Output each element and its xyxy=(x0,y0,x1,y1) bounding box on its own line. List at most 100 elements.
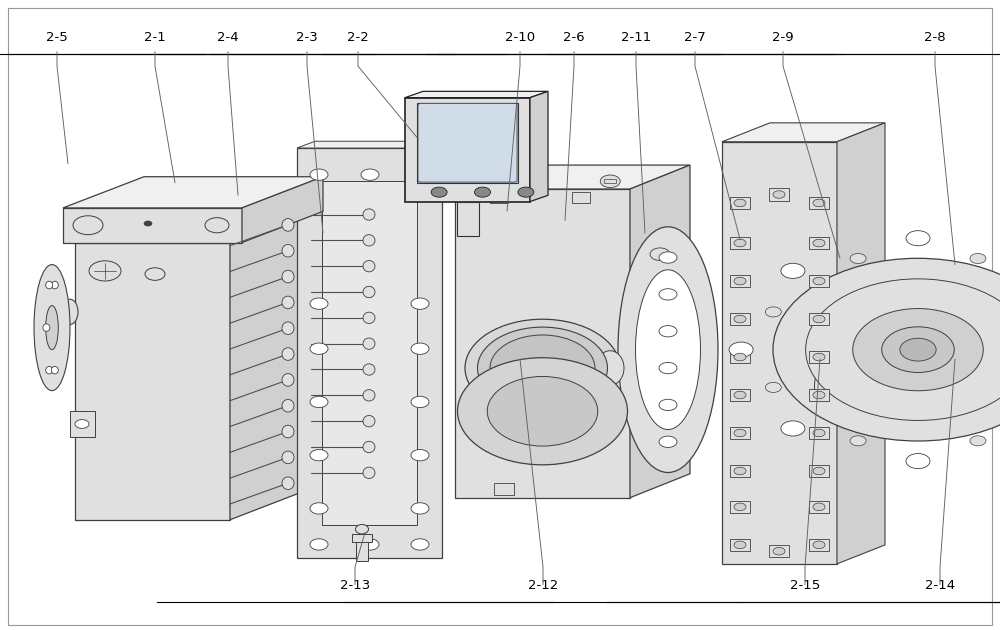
Text: 2-10: 2-10 xyxy=(505,31,535,44)
Circle shape xyxy=(518,187,534,197)
Bar xyxy=(809,539,829,551)
Bar xyxy=(730,465,750,478)
Polygon shape xyxy=(75,243,230,520)
Ellipse shape xyxy=(282,451,294,464)
Circle shape xyxy=(729,342,753,357)
Circle shape xyxy=(906,454,930,469)
Bar xyxy=(730,197,750,209)
Ellipse shape xyxy=(356,524,368,534)
Bar xyxy=(456,202,479,236)
Circle shape xyxy=(659,289,677,300)
Ellipse shape xyxy=(487,377,598,446)
Text: 2-8: 2-8 xyxy=(924,31,946,44)
Bar xyxy=(769,188,789,201)
Ellipse shape xyxy=(363,467,375,479)
Circle shape xyxy=(773,191,785,198)
Ellipse shape xyxy=(363,364,375,375)
Bar xyxy=(322,181,417,525)
Circle shape xyxy=(850,436,866,446)
Circle shape xyxy=(734,429,746,437)
Circle shape xyxy=(310,298,328,309)
Ellipse shape xyxy=(363,209,375,220)
Text: 2-13: 2-13 xyxy=(340,579,370,592)
Circle shape xyxy=(970,253,986,263)
Bar xyxy=(809,351,829,364)
Circle shape xyxy=(813,467,825,475)
Bar xyxy=(730,312,750,325)
Circle shape xyxy=(734,467,746,475)
Circle shape xyxy=(813,429,825,437)
Circle shape xyxy=(659,399,677,411)
Polygon shape xyxy=(530,91,548,202)
Polygon shape xyxy=(63,176,323,208)
Circle shape xyxy=(411,343,429,354)
Bar xyxy=(494,483,514,495)
Bar xyxy=(70,411,95,437)
Circle shape xyxy=(310,396,328,408)
Ellipse shape xyxy=(636,270,700,430)
Circle shape xyxy=(650,248,670,261)
Bar xyxy=(730,275,750,287)
Polygon shape xyxy=(405,91,548,98)
Bar xyxy=(809,275,829,287)
Circle shape xyxy=(659,252,677,263)
Ellipse shape xyxy=(34,265,70,391)
Circle shape xyxy=(144,221,152,226)
Circle shape xyxy=(411,169,429,180)
Ellipse shape xyxy=(46,367,53,374)
Circle shape xyxy=(205,218,229,233)
Ellipse shape xyxy=(51,367,58,374)
Bar xyxy=(352,534,372,542)
Circle shape xyxy=(89,261,121,281)
Circle shape xyxy=(734,315,746,323)
Polygon shape xyxy=(630,165,690,498)
Circle shape xyxy=(431,187,447,197)
Ellipse shape xyxy=(596,351,624,386)
Polygon shape xyxy=(837,123,885,564)
Ellipse shape xyxy=(773,258,1000,441)
Circle shape xyxy=(361,169,379,180)
Ellipse shape xyxy=(363,261,375,272)
Circle shape xyxy=(781,421,805,436)
Ellipse shape xyxy=(363,234,375,246)
Polygon shape xyxy=(75,212,311,243)
Bar xyxy=(490,192,508,203)
Circle shape xyxy=(600,175,620,188)
Circle shape xyxy=(813,503,825,511)
Circle shape xyxy=(734,277,746,285)
Text: 2-2: 2-2 xyxy=(347,31,369,44)
Ellipse shape xyxy=(465,319,620,417)
Ellipse shape xyxy=(806,279,1000,420)
Ellipse shape xyxy=(363,442,375,452)
Polygon shape xyxy=(722,123,885,142)
Ellipse shape xyxy=(882,327,954,372)
Ellipse shape xyxy=(46,306,58,350)
Ellipse shape xyxy=(46,281,53,289)
Circle shape xyxy=(781,263,805,278)
Circle shape xyxy=(411,396,429,408)
Circle shape xyxy=(73,215,103,235)
Circle shape xyxy=(813,353,825,361)
Bar xyxy=(730,389,750,401)
Circle shape xyxy=(850,253,866,263)
Ellipse shape xyxy=(43,324,50,331)
Ellipse shape xyxy=(282,322,294,335)
Polygon shape xyxy=(63,208,242,243)
Polygon shape xyxy=(722,142,837,564)
Text: 2-11: 2-11 xyxy=(621,31,651,44)
Ellipse shape xyxy=(282,219,294,231)
Circle shape xyxy=(310,539,328,550)
Circle shape xyxy=(145,268,165,280)
Circle shape xyxy=(813,199,825,207)
Text: 2-5: 2-5 xyxy=(46,31,68,44)
Polygon shape xyxy=(297,141,460,148)
Circle shape xyxy=(522,175,542,188)
Bar xyxy=(730,539,750,551)
Circle shape xyxy=(734,391,746,399)
Ellipse shape xyxy=(282,348,294,360)
Text: 2-12: 2-12 xyxy=(528,579,558,592)
Bar xyxy=(809,312,829,325)
Circle shape xyxy=(734,199,746,207)
Circle shape xyxy=(906,231,930,246)
Circle shape xyxy=(734,353,746,361)
